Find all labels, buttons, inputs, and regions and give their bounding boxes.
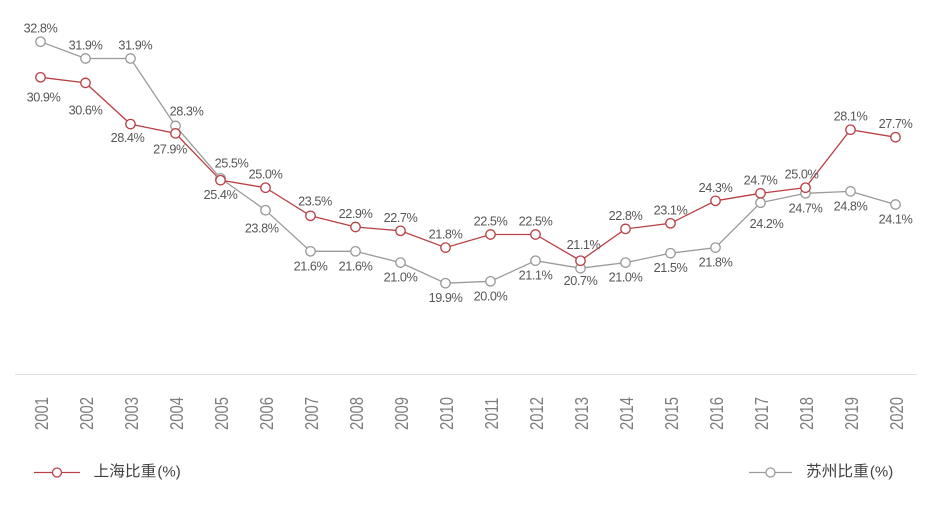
- svg-text:22.8%: 22.8%: [609, 209, 643, 223]
- svg-text:31.9%: 31.9%: [118, 39, 152, 53]
- svg-text:2013: 2013: [573, 397, 593, 430]
- svg-text:22.7%: 22.7%: [384, 211, 418, 225]
- svg-text:25.4%: 25.4%: [204, 188, 238, 202]
- svg-text:21.0%: 21.0%: [609, 271, 643, 285]
- svg-text:30.9%: 30.9%: [27, 91, 61, 105]
- svg-text:22.5%: 22.5%: [519, 215, 553, 229]
- svg-text:2019: 2019: [843, 397, 863, 430]
- svg-text:27.9%: 27.9%: [153, 142, 187, 156]
- svg-text:2011: 2011: [483, 398, 503, 430]
- svg-text:25.0%: 25.0%: [785, 168, 819, 182]
- svg-text:21.5%: 21.5%: [654, 261, 688, 275]
- svg-text:2016: 2016: [708, 397, 728, 430]
- svg-text:2009: 2009: [393, 397, 413, 430]
- svg-text:2006: 2006: [258, 397, 278, 430]
- svg-text:25.0%: 25.0%: [249, 168, 283, 182]
- svg-text:2004: 2004: [168, 397, 188, 430]
- svg-text:2015: 2015: [663, 397, 683, 430]
- svg-text:27.7%: 27.7%: [879, 117, 913, 131]
- svg-text:30.6%: 30.6%: [69, 103, 103, 117]
- svg-text:2007: 2007: [303, 397, 323, 430]
- svg-text:2008: 2008: [348, 397, 368, 430]
- svg-text:19.9%: 19.9%: [429, 291, 463, 305]
- svg-text:21.0%: 21.0%: [384, 271, 418, 285]
- svg-text:28.1%: 28.1%: [834, 110, 868, 124]
- svg-text:2012: 2012: [528, 397, 548, 430]
- svg-text:23.5%: 23.5%: [298, 194, 332, 208]
- svg-text:21.8%: 21.8%: [429, 228, 463, 242]
- svg-text:2017: 2017: [753, 397, 773, 430]
- svg-text:2010: 2010: [438, 397, 458, 430]
- svg-text:2001: 2001: [33, 397, 53, 430]
- svg-text:25.5%: 25.5%: [215, 156, 249, 170]
- svg-text:31.9%: 31.9%: [69, 39, 103, 53]
- svg-text:22.5%: 22.5%: [474, 215, 508, 229]
- svg-text:28.3%: 28.3%: [170, 104, 204, 118]
- svg-text:21.1%: 21.1%: [519, 269, 553, 283]
- svg-text:2020: 2020: [888, 397, 908, 430]
- svg-text:24.7%: 24.7%: [744, 173, 778, 187]
- svg-text:20.0%: 20.0%: [474, 289, 508, 303]
- svg-text:21.8%: 21.8%: [699, 256, 733, 270]
- svg-text:(%): (%): [157, 464, 180, 481]
- svg-text:24.3%: 24.3%: [699, 181, 733, 195]
- svg-text:(%): (%): [870, 464, 893, 481]
- svg-text:21.6%: 21.6%: [339, 259, 373, 273]
- svg-text:2018: 2018: [798, 397, 818, 430]
- svg-text:2014: 2014: [618, 397, 638, 430]
- svg-text:20.7%: 20.7%: [564, 274, 598, 288]
- svg-text:23.8%: 23.8%: [245, 222, 279, 236]
- svg-text:24.1%: 24.1%: [879, 213, 913, 227]
- svg-text:21.1%: 21.1%: [567, 238, 601, 252]
- svg-text:23.1%: 23.1%: [654, 203, 688, 217]
- svg-text:2005: 2005: [213, 397, 233, 430]
- svg-text:21.6%: 21.6%: [294, 259, 328, 273]
- svg-text:24.8%: 24.8%: [834, 199, 868, 213]
- svg-text:32.8%: 32.8%: [24, 22, 58, 36]
- svg-text:28.4%: 28.4%: [111, 131, 145, 145]
- svg-text:2002: 2002: [78, 397, 98, 430]
- svg-text:22.9%: 22.9%: [339, 207, 373, 221]
- svg-text:24.2%: 24.2%: [750, 217, 784, 231]
- svg-text:24.7%: 24.7%: [789, 201, 823, 215]
- svg-text:2003: 2003: [123, 397, 143, 430]
